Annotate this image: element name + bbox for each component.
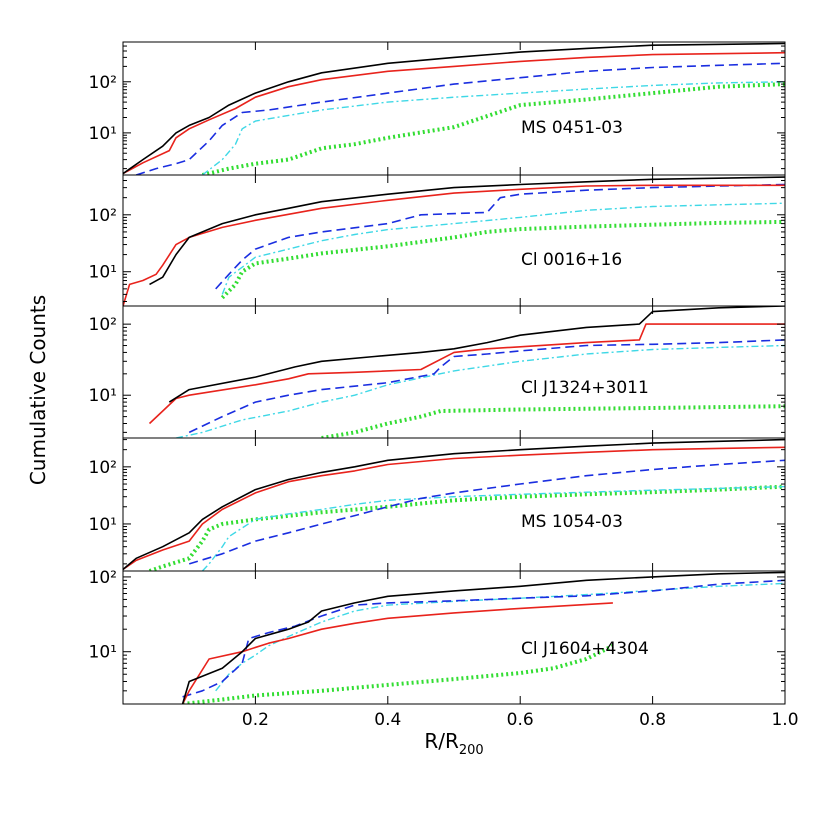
panel-2: 10¹ 10² Cl 0016+16 (89, 174, 786, 307)
x-tick-label: 0.6 (507, 710, 534, 730)
series-line-blue (182, 579, 785, 698)
panel-2-series (123, 176, 785, 306)
x-tick-label: 0.2 (242, 710, 269, 730)
series-line-green (148, 484, 785, 571)
y-tick-label: 10¹ (89, 386, 117, 406)
series-line-all (123, 438, 785, 571)
panel-frame (122, 305, 786, 439)
y-tick-label: 10¹ (89, 263, 117, 283)
y-tick-label: 10¹ (89, 643, 117, 663)
series-line-cyan (175, 344, 785, 438)
y-axis-title: Cumulative Counts (26, 295, 50, 485)
series-line-green (182, 644, 614, 704)
panel-3: 10¹ 10² Cl J1324+3011 (89, 305, 786, 439)
x-tick-label: 1.0 (771, 710, 798, 730)
panel-label: MS 0451-03 (521, 118, 623, 138)
x-axis: 0.2 0.4 0.6 0.8 1.0 (242, 710, 799, 730)
panel-label: Cl 0016+16 (521, 250, 622, 270)
panel-5-series (181, 571, 785, 704)
y-tick-label: 10² (89, 568, 117, 588)
panel-label: MS 1054-03 (521, 512, 623, 532)
x-axis-title-subscript: 200 (459, 743, 484, 758)
panel-1-series (123, 42, 785, 175)
panel-frame (122, 174, 786, 307)
series-line-blue (188, 459, 785, 565)
series-line-green (201, 82, 785, 175)
series-line-red (181, 602, 613, 704)
series-line-cyan (201, 81, 785, 175)
y-tick-label: 10¹ (89, 515, 117, 535)
panels-layer: 10¹ 10² MS 0451-03 10¹ 10² Cl 0016+16 10¹ 10² Cl… (89, 41, 786, 705)
series-line-all (181, 571, 785, 704)
series-line-all (123, 42, 785, 175)
panel-frame (122, 570, 786, 705)
series-line-red (123, 446, 785, 571)
y-tick-label: 10² (89, 206, 117, 226)
series-line-green (321, 404, 785, 438)
panel-1: 10¹ 10² MS 0451-03 (89, 41, 786, 176)
series-line-red (148, 323, 785, 425)
panel-4: 10¹ 10² MS 1054-03 (89, 437, 786, 572)
series-line-cyan (201, 485, 785, 571)
x-tick-label: 0.8 (639, 710, 666, 730)
series-line-green (220, 219, 785, 300)
series-line-red (123, 184, 785, 306)
series-line-all (149, 176, 785, 286)
series-line-blue (135, 62, 785, 175)
x-axis-title: R/R200 (424, 729, 483, 758)
x-axis-title-main: R/R (424, 729, 459, 753)
panel-3-series (148, 306, 785, 438)
series-line-cyan (221, 202, 785, 295)
y-tick-label: 10¹ (89, 124, 117, 144)
panel-5: 10¹ 10² Cl J1604+4304 (89, 568, 786, 705)
series-line-red (123, 51, 785, 175)
series-line-blue (215, 183, 785, 290)
series-line-blue (188, 339, 785, 434)
series-line-all (168, 306, 785, 403)
x-tick-label: 0.4 (374, 710, 401, 730)
y-tick-label: 10² (89, 73, 117, 93)
panel-4-series (123, 438, 785, 571)
y-tick-label: 10² (89, 315, 117, 335)
panel-label: Cl J1324+3011 (521, 378, 649, 398)
panel-label: Cl J1604+4304 (521, 639, 649, 659)
y-tick-label: 10² (89, 458, 117, 478)
